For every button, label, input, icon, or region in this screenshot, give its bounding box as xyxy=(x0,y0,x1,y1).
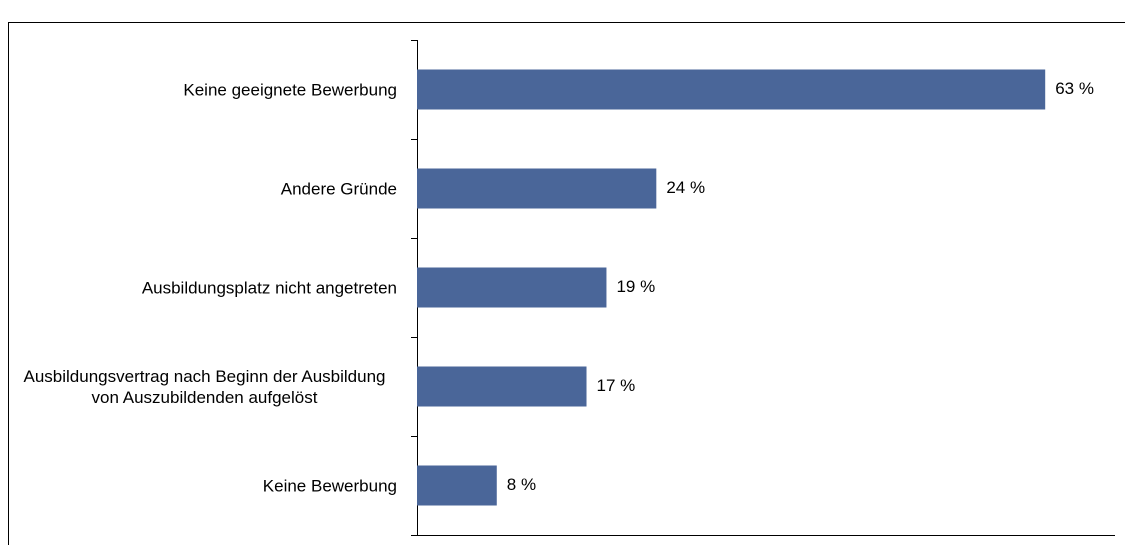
category-label: Andere Gründe xyxy=(280,179,397,198)
value-label: 17 % xyxy=(597,376,636,395)
category-label: Keine geeignete Bewerbung xyxy=(183,80,397,99)
bar xyxy=(417,168,657,209)
category-label: Keine Bewerbung xyxy=(262,476,397,495)
chart-frame xyxy=(8,22,1125,545)
category-label: Ausbildungsplatz nicht angetreten xyxy=(141,278,397,297)
bar xyxy=(417,69,1046,110)
value-label: 8 % xyxy=(507,475,536,494)
bar xyxy=(417,465,497,506)
bar xyxy=(417,366,587,407)
value-label: 19 % xyxy=(616,277,655,296)
value-label: 63 % xyxy=(1055,79,1094,98)
bar xyxy=(417,267,607,308)
category-label: Ausbildungsvertrag nach Beginn der Ausbi… xyxy=(23,366,386,407)
value-label: 24 % xyxy=(666,178,705,197)
